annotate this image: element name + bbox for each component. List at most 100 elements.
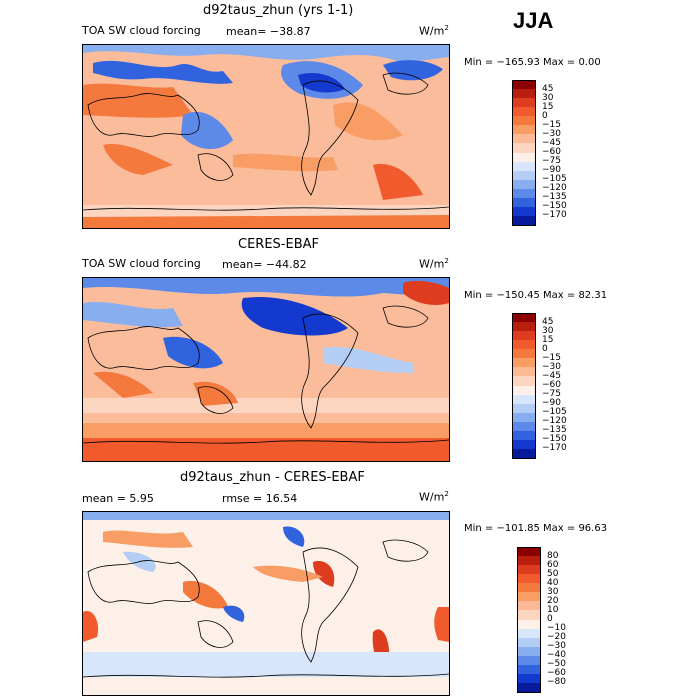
panel-1-mean: mean= −38.87 — [226, 25, 311, 38]
colorbar-tick-label: 45 — [542, 316, 554, 327]
panel-2-colorbar: 45 30 15 0 −15 −30 −45 −60 −75 −90 −105 −120 −135 −15… — [512, 313, 602, 459]
colorbar-tick-label: −135 — [542, 192, 567, 203]
colorbar-swatch — [512, 215, 536, 226]
panel-1-colorbar: 45 30 15 0 −15 −30 −45 −60 −75 −90 −105 −120 −135 −15… — [512, 80, 602, 226]
panel-3-units: W/m2 — [419, 490, 449, 504]
colorbar-tick-label: 45 — [542, 83, 554, 94]
colorbar-swatch — [517, 619, 541, 630]
panel-3-colorbar: 80 60 50 40 30 20 10 0 −10 −20 −30 −40 −50 −60 −80 — [517, 547, 607, 693]
colorbar-tick-label: −120 — [542, 183, 567, 194]
colorbar-swatch — [517, 583, 541, 593]
colorbar-tick-label: −75 — [542, 156, 561, 167]
colorbar-tick-label: −45 — [542, 137, 561, 148]
panel-2-title: CERES-EBAF — [238, 237, 319, 252]
colorbar-swatch — [512, 430, 536, 441]
colorbar-swatch — [517, 556, 541, 566]
colorbar-tick-label: 10 — [547, 604, 559, 615]
panel-1-variable: TOA SW cloud forcing — [82, 24, 201, 37]
colorbar-swatch — [517, 610, 541, 620]
colorbar-swatch — [517, 646, 541, 657]
colorbar-swatch — [517, 574, 541, 584]
panel-3-map — [82, 511, 450, 696]
colorbar-swatch — [512, 116, 536, 126]
panel-3-rmse: rmse = 16.54 — [222, 492, 298, 505]
colorbar-tick-label: 30 — [542, 325, 554, 336]
colorbar-swatch — [517, 592, 541, 602]
colorbar-tick-label: −15 — [542, 352, 561, 363]
colorbar-swatch — [517, 655, 541, 666]
colorbar-swatch — [517, 601, 541, 611]
colorbar-tick-label: −60 — [542, 147, 561, 157]
colorbar-tick-label: 0 — [542, 343, 548, 354]
panel-3-mean: mean = 5.95 — [82, 492, 154, 505]
panel-2-minmax: Min = −150.45 Max = 82.31 — [464, 290, 608, 301]
colorbar-tick-label: −60 — [542, 380, 561, 390]
colorbar-tick-label: 30 — [547, 586, 559, 597]
colorbar-swatch — [512, 197, 536, 208]
colorbar-swatch — [517, 628, 541, 639]
colorbar-swatch — [512, 358, 536, 368]
colorbar-tick-label: 20 — [547, 595, 559, 606]
colorbar-swatch — [512, 421, 536, 432]
colorbar-swatch — [512, 439, 536, 450]
colorbar-tick-label: 15 — [542, 101, 554, 112]
panel-1-units: W/m2 — [419, 24, 449, 38]
colorbar-tick-label: 30 — [542, 92, 554, 103]
colorbar-tick-label: 15 — [542, 334, 554, 345]
colorbar-tick-label: −105 — [542, 174, 567, 185]
colorbar-swatch — [517, 682, 541, 693]
colorbar-swatch — [512, 188, 536, 199]
colorbar-swatch — [512, 367, 536, 377]
colorbar-swatch — [512, 376, 536, 386]
colorbar-swatch — [517, 664, 541, 675]
colorbar-tick-label: −120 — [542, 416, 567, 427]
colorbar-tick-label: 0 — [547, 614, 553, 624]
colorbar-tick-label: −40 — [547, 650, 566, 661]
colorbar-tick-label: 50 — [547, 568, 559, 579]
colorbar-swatch — [512, 161, 536, 172]
panel-3-minmax: Min = −101.85 Max = 96.63 — [464, 523, 608, 534]
colorbar-tick-label: 0 — [542, 110, 548, 121]
colorbar-swatch — [517, 673, 541, 684]
colorbar-tick-label: −80 — [547, 677, 566, 688]
season-label: JJA — [513, 8, 554, 33]
colorbar-swatch — [512, 143, 536, 153]
colorbar-swatch — [512, 206, 536, 217]
colorbar-swatch — [512, 331, 536, 341]
colorbar-tick-label: −150 — [542, 434, 567, 445]
colorbar-swatch — [512, 152, 536, 163]
colorbar-swatch — [512, 134, 536, 144]
colorbar-tick-label: 60 — [547, 559, 559, 570]
colorbar-swatch — [512, 179, 536, 190]
colorbar-tick-label: −60 — [547, 668, 566, 679]
colorbar-tick-label: −150 — [542, 201, 567, 212]
panel-2-map — [82, 277, 450, 462]
colorbar-tick-label: 40 — [547, 577, 559, 588]
colorbar-tick-label: −75 — [542, 389, 561, 400]
colorbar-swatch — [512, 448, 536, 459]
colorbar-swatch — [512, 322, 536, 332]
colorbar-swatch — [512, 340, 536, 350]
colorbar-swatch — [512, 385, 536, 396]
colorbar-swatch — [512, 170, 536, 181]
colorbar-tick-label: −90 — [542, 165, 561, 176]
colorbar-swatch — [517, 547, 541, 557]
colorbar-swatch — [512, 349, 536, 359]
colorbar-tick-label: −30 — [542, 128, 561, 139]
colorbar-swatch — [517, 637, 541, 648]
colorbar-swatch — [512, 313, 536, 323]
panel-2-mean: mean= −44.82 — [222, 258, 307, 271]
colorbar-tick-label: −90 — [542, 398, 561, 409]
colorbar-tick-label: −45 — [542, 370, 561, 381]
colorbar-tick-label: −30 — [542, 361, 561, 372]
colorbar-swatch — [512, 394, 536, 405]
colorbar-tick-label: −30 — [547, 641, 566, 652]
colorbar-swatch — [512, 107, 536, 117]
colorbar-tick-label: −10 — [547, 623, 566, 634]
panel-2-variable: TOA SW cloud forcing — [82, 257, 201, 270]
colorbar-swatch — [512, 80, 536, 90]
colorbar-tick-label: −170 — [542, 443, 567, 454]
colorbar-swatch — [512, 412, 536, 423]
colorbar-swatch — [517, 565, 541, 575]
panel-2-units: W/m2 — [419, 257, 449, 271]
